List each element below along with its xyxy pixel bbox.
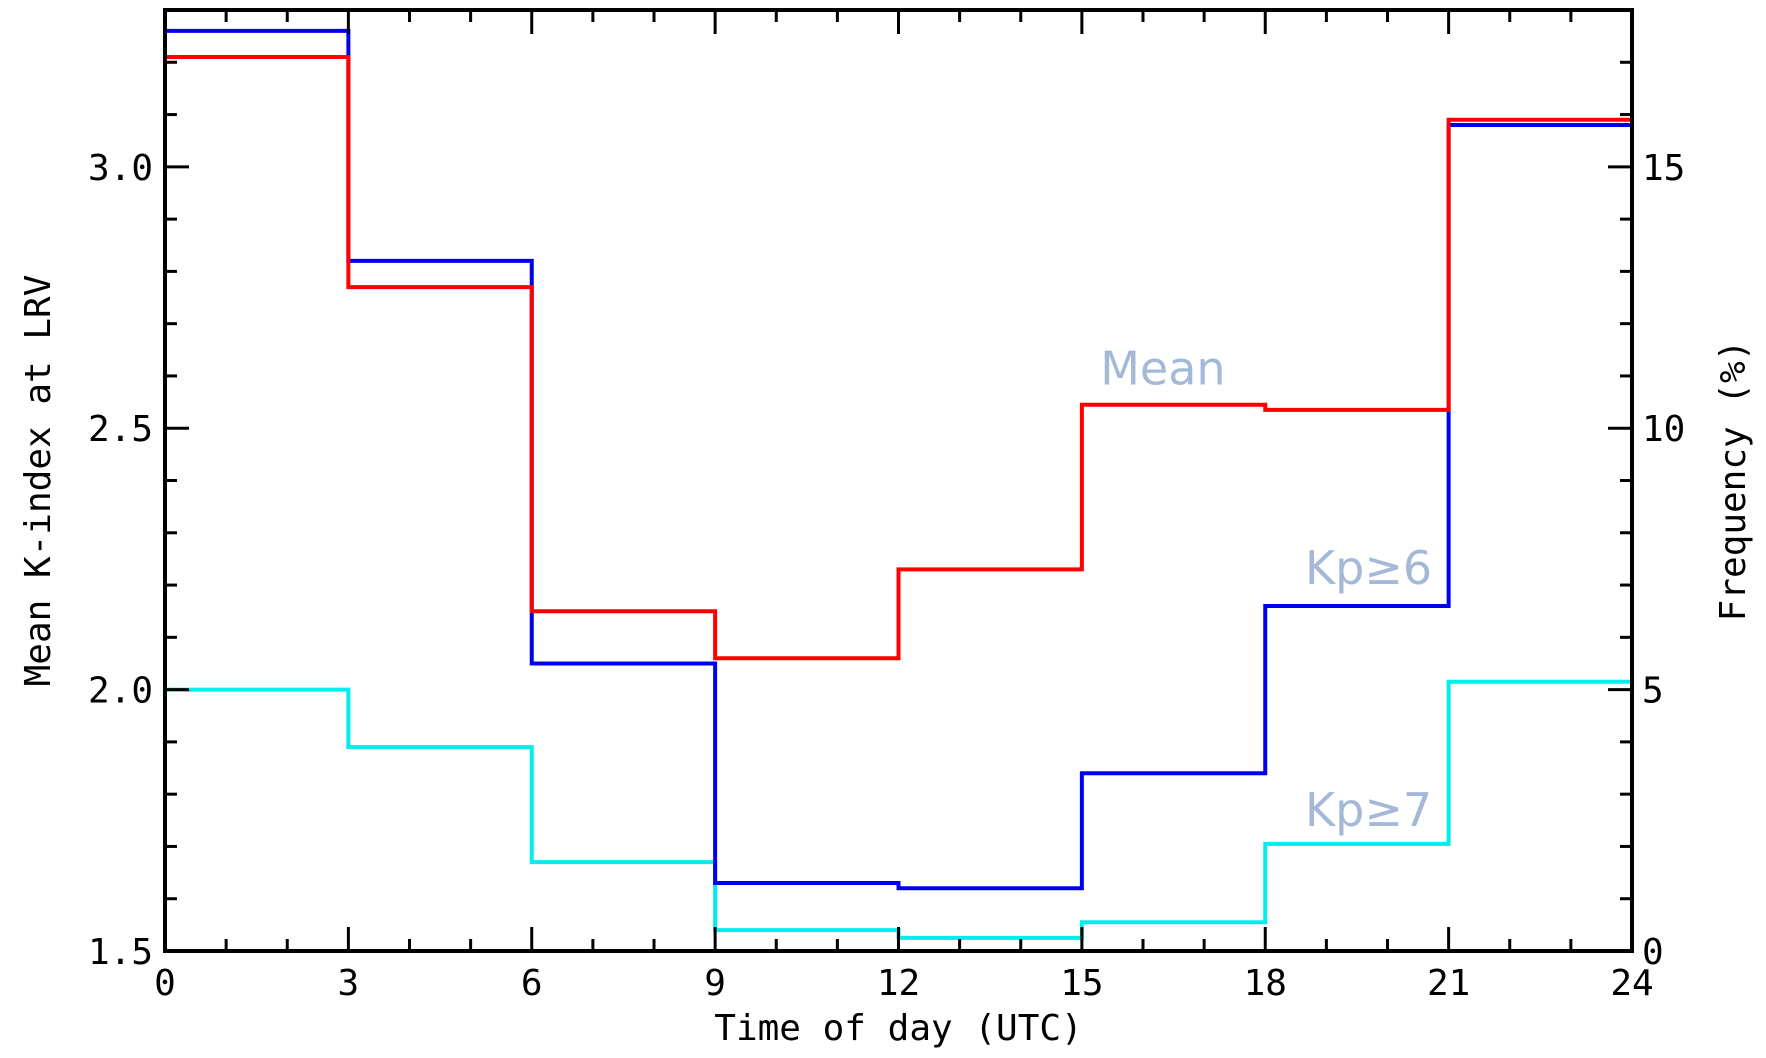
x-axis-label: Time of day (UTC) [714,1008,1082,1049]
x-tick-label: 18 [1244,963,1287,1004]
annotation-kp7: Kp≥7 [1305,783,1432,837]
series-line-0 [165,55,1632,661]
plot-frame [163,8,1634,953]
x-tick-label: 0 [154,963,176,1004]
y-tick-left-label: 3.0 [88,148,153,189]
x-tick-label: 24 [1610,963,1653,1004]
x-tick-label: 3 [338,963,360,1004]
y-tick-right-label: 15 [1642,148,1685,189]
series-line-1 [165,28,1632,891]
y-axis-right-label: Frequency (%) [1713,340,1754,622]
y-tick-left-label: 1.5 [88,932,153,973]
ticks-layer: 0 3 6 9 12 15 18 21 24 1.5 2.0 2.5 3.0 0 5 10 15 [88,8,1685,1004]
x-tick-label: 21 [1427,963,1470,1004]
y-tick-left-label: 2.5 [88,409,153,450]
annotation-kp6: Kp≥6 [1305,541,1432,595]
y-tick-right-label: 10 [1642,409,1685,450]
x-tick-label: 6 [521,963,543,1004]
y-axis-left-label: Mean K-index at LRV [18,275,59,687]
x-tick-label: 9 [704,963,726,1004]
x-tick-label: 12 [877,963,920,1004]
annotation-mean: Mean [1100,342,1225,396]
x-tick-label: 15 [1060,963,1103,1004]
y-tick-right-label: 0 [1642,932,1664,973]
y-tick-left-label: 2.0 [88,671,153,712]
y-tick-right-label: 5 [1642,671,1664,712]
